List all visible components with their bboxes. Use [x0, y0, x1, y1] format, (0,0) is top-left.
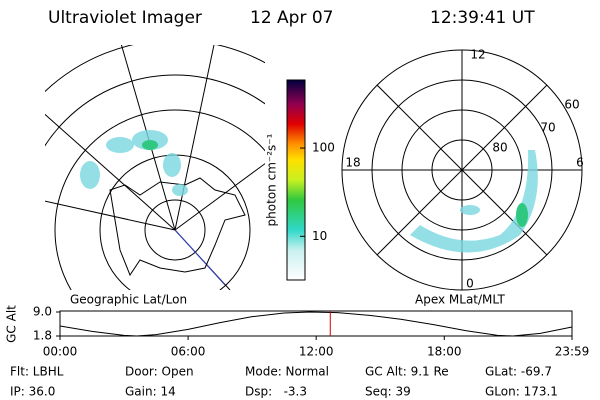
status-field: Mode: Normal: [245, 365, 329, 379]
status-field: Dsp: -3.3: [245, 385, 307, 399]
apex-map: [341, 49, 583, 291]
status-field: GLon: 173.1: [485, 385, 558, 399]
colorbar-label: photon cm⁻²s⁻¹: [265, 133, 279, 226]
y-tick-label: 1.8: [33, 329, 52, 343]
x-tick-label: 23:59: [555, 345, 590, 359]
colorbar-tick-label: 10: [312, 229, 327, 243]
status-field: Gain: 14: [125, 385, 176, 399]
mlt-label: 12: [470, 48, 485, 62]
x-tick-label: 06:00: [171, 345, 206, 359]
time: 12:39:41 UT: [430, 8, 535, 28]
colorbar-tick-label: 100: [312, 141, 335, 155]
x-tick-label: 18:00: [427, 345, 462, 359]
panel-label: Geographic Lat/Lon: [70, 293, 187, 307]
status-field: Flt: LBHL: [10, 365, 64, 379]
status-field: Seq: 39: [365, 385, 411, 399]
altitude-line: [59, 311, 573, 337]
status-field: GC Alt: 9.1 Re: [365, 365, 449, 379]
geographic-map: [45, 45, 265, 290]
mlt-label: 6: [576, 156, 584, 170]
status-field: IP: 36.0: [10, 385, 55, 399]
panel-label: Apex MLat/MLT: [415, 293, 505, 307]
status-field: GLat: -69.7: [485, 365, 552, 379]
altitude-plot: [59, 310, 573, 337]
y-axis-label: GC Alt: [5, 305, 19, 343]
mlt-label: 18: [345, 156, 360, 170]
title: Ultraviolet Imager: [48, 8, 202, 28]
y-tick-label: 9.0: [33, 305, 52, 319]
lat-label: 80: [492, 141, 507, 155]
lat-label: 60: [564, 98, 579, 112]
lat-label: 70: [540, 121, 555, 135]
x-tick-label: 12:00: [299, 345, 334, 359]
colorbar: [286, 79, 306, 281]
date: 12 Apr 07: [250, 8, 333, 28]
status-field: Door: Open: [125, 365, 194, 379]
x-tick-label: 00:00: [43, 345, 78, 359]
mlt-label: 0: [466, 277, 474, 291]
